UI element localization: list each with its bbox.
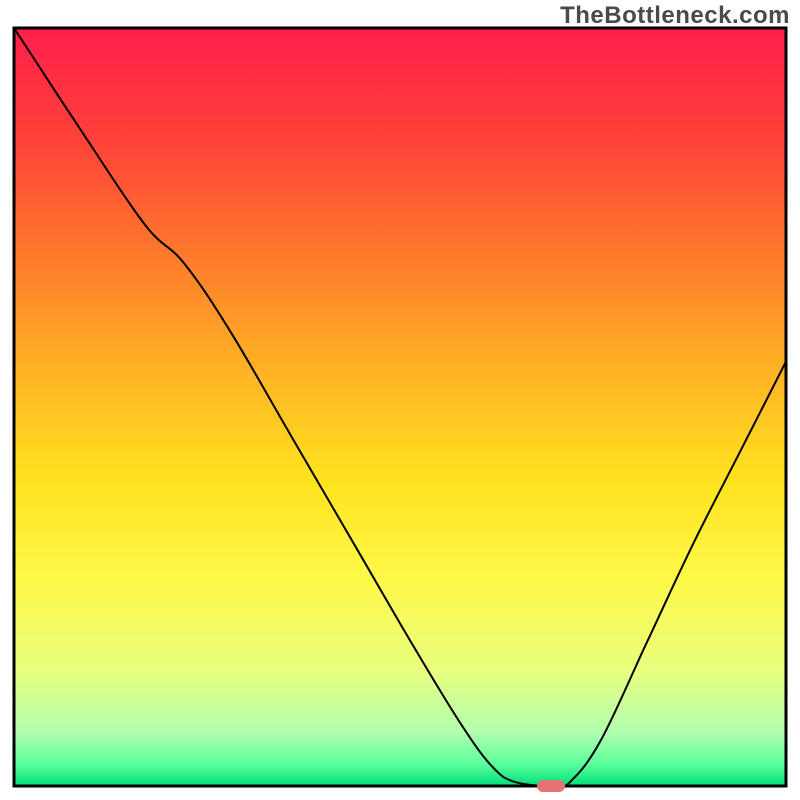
plot-background xyxy=(14,28,786,786)
chart-canvas: TheBottleneck.com xyxy=(0,0,800,800)
watermark-text: TheBottleneck.com xyxy=(560,2,790,30)
gradient-v-chart xyxy=(0,0,800,800)
sweet-spot-marker xyxy=(537,780,565,792)
